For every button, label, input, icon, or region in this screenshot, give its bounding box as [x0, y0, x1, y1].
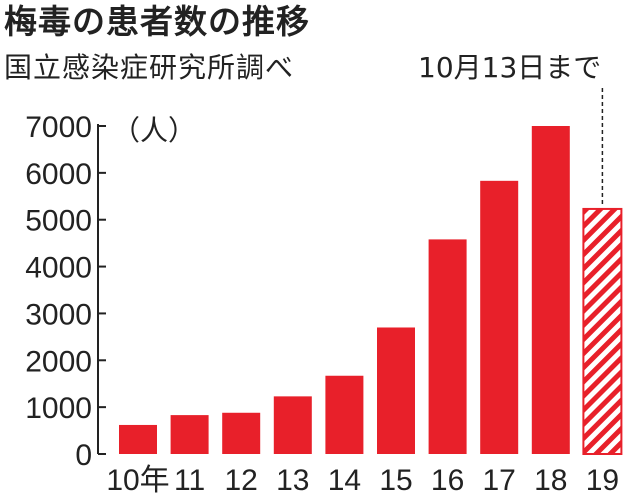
bar — [170, 415, 209, 454]
bar — [119, 424, 157, 454]
y-axis-unit-label: （人） — [112, 115, 196, 146]
partial-year-note: 10月13日まで — [418, 51, 602, 84]
x-tick-label: 12 — [225, 464, 258, 497]
source-note: 国立感染症研究所調べ — [4, 51, 295, 84]
bar — [428, 239, 467, 454]
x-tick-label: 18 — [534, 464, 567, 497]
x-tick-label: 14 — [328, 464, 361, 497]
chart-title: 梅毒の患者数の推移 — [4, 2, 310, 41]
bar-partial-year — [582, 207, 623, 455]
bars — [119, 126, 623, 455]
bar — [222, 412, 261, 454]
y-tick-label: 3000 — [25, 298, 92, 331]
bar — [531, 126, 570, 454]
x-tick-label: 11 — [174, 464, 205, 497]
y-tick-label: 2000 — [25, 345, 92, 378]
x-axis: 10年 11 12 13 14 15 16 17 18 19 — [106, 464, 619, 497]
y-tick-label: 1000 — [25, 392, 92, 425]
y-tick-label: 5000 — [25, 205, 92, 238]
x-tick-label: 16 — [431, 464, 464, 497]
y-tick-label: 4000 — [25, 252, 92, 285]
bar — [325, 375, 364, 454]
x-tick-label: 17 — [483, 464, 516, 497]
x-tick-label: 19 — [586, 464, 619, 497]
bar — [377, 327, 415, 454]
x-tick-label: 15 — [379, 464, 412, 497]
y-tick-label: 7000 — [25, 111, 92, 144]
y-tick-label: 6000 — [25, 158, 92, 191]
y-axis: 0 1000 2000 3000 4000 5000 6000 7000 — [25, 111, 106, 472]
y-tick-label: 0 — [75, 439, 92, 472]
x-tick-label: 13 — [276, 464, 309, 497]
x-tick-label: 10年 — [106, 464, 169, 497]
bar — [273, 396, 312, 454]
bar — [480, 180, 519, 454]
